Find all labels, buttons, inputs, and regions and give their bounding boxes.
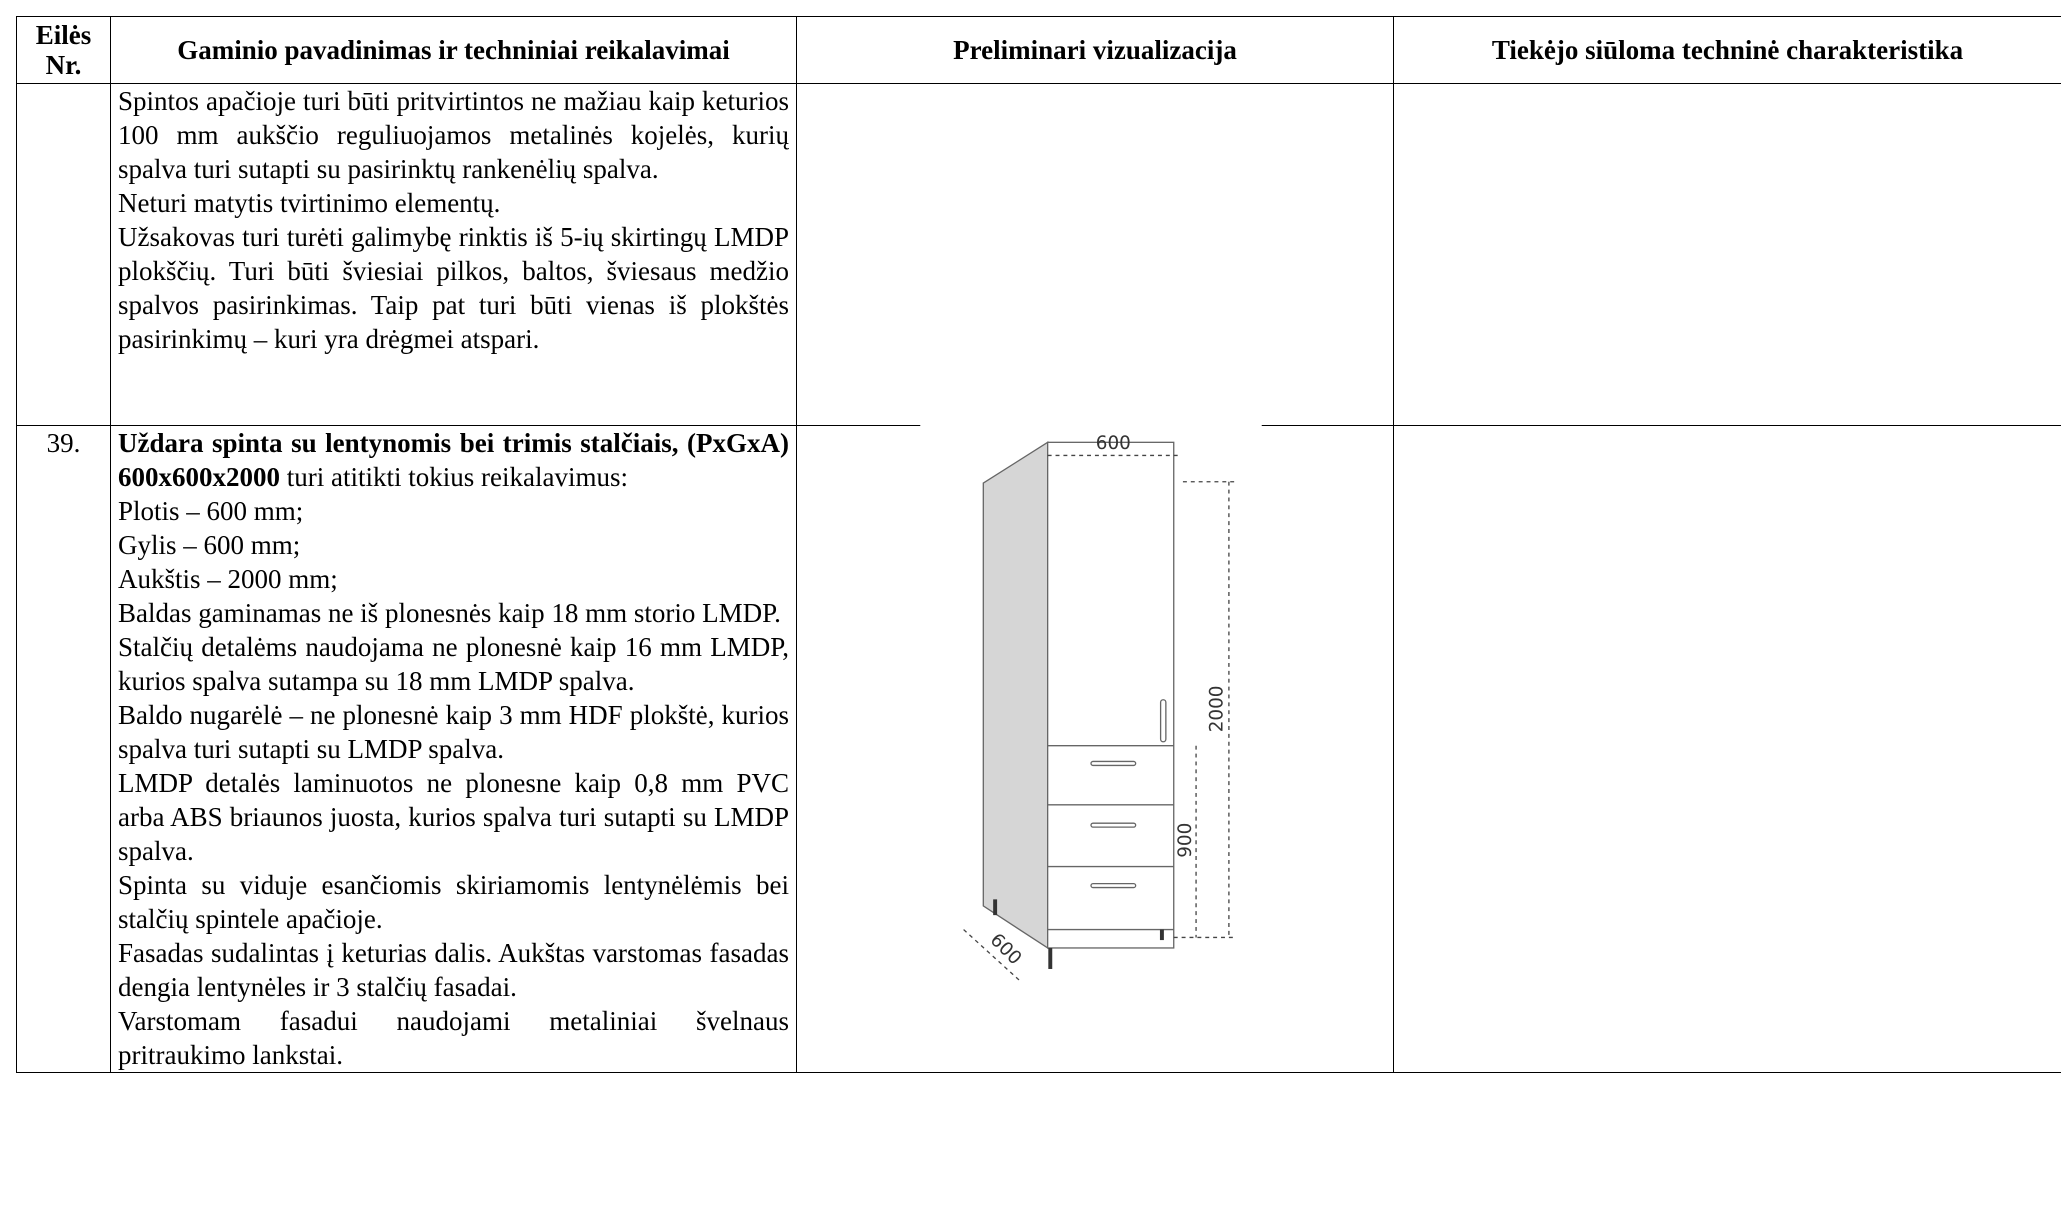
paragraph: Varstomam fasadui naudojami metaliniai š… [118, 1006, 789, 1070]
paragraph: Spinta su viduje esančiomis skiriamomis … [118, 870, 789, 934]
dimension-label: 2000 [1206, 686, 1227, 733]
drawers [1047, 699, 1174, 931]
paragraph: Plotis – 600 mm; [118, 496, 304, 526]
title-bold: Uždara spinta su lentynomis bei trimis s… [118, 428, 789, 492]
number-cell [16, 83, 111, 426]
paragraph: Gylis – 600 mm; [118, 530, 301, 560]
header-cell: Eilės Nr. [16, 16, 111, 84]
description-cell: Spintos apačioje turi būti pritvirtintos… [110, 83, 797, 426]
paragraph: Baldo nugarėlė – ne plonesnė kaip 3 mm H… [118, 700, 789, 764]
paragraph: Neturi matytis tvirtinimo elementų. [118, 188, 501, 218]
description-cell: Uždara spinta su lentynomis bei trimis s… [110, 425, 797, 1073]
paragraph: Užsakovas turi turėti galimybę rinktis i… [118, 222, 789, 354]
dimension-label: 600 [1096, 433, 1131, 454]
dimension-label: 900 [1175, 823, 1196, 858]
title: Uždara spinta su lentynomis bei trimis s… [118, 426, 789, 494]
supplier-cell [1393, 425, 2061, 1073]
paragraph: LMDP detalės laminuotos ne plonesne kaip… [118, 768, 789, 866]
supplier-cell [1393, 83, 2061, 426]
cabinet-front [1047, 441, 1175, 949]
visual-cell [796, 83, 1394, 426]
paragraph: Baldas gaminamas ne iš plonesnės kaip 18… [118, 598, 781, 628]
header-cell: Gaminio pavadinimas ir techniniai reikal… [110, 16, 797, 84]
dimension-lines [963, 454, 1236, 983]
paragraph: Fasadas sudalintas į keturias dalis. Auk… [118, 938, 789, 1002]
title-rest: turi atitikti tokius reikalavimus: [280, 462, 628, 492]
row: Spintos apačioje turi būti pritvirtintos… [16, 83, 2061, 426]
cabinet-drawing: 600 2000 900 600 [920, 420, 1262, 1011]
header-cell: Tiekėjo siūloma techninė charakteristika [1393, 16, 2061, 84]
paragraph: Spintos apačioje turi būti pritvirtintos… [118, 86, 789, 184]
header-cell: Preliminari vizualizacija [796, 16, 1394, 84]
paragraph: Aukštis – 2000 mm; [118, 564, 338, 594]
cabinet-side [982, 441, 1049, 950]
legs [993, 899, 1164, 969]
number-cell: 39. [16, 425, 111, 1073]
header-row: Eilės Nr. Gaminio pavadinimas ir technin… [16, 16, 2061, 84]
paragraph: Stalčių detalėms naudojama ne plonesnė k… [118, 632, 789, 696]
